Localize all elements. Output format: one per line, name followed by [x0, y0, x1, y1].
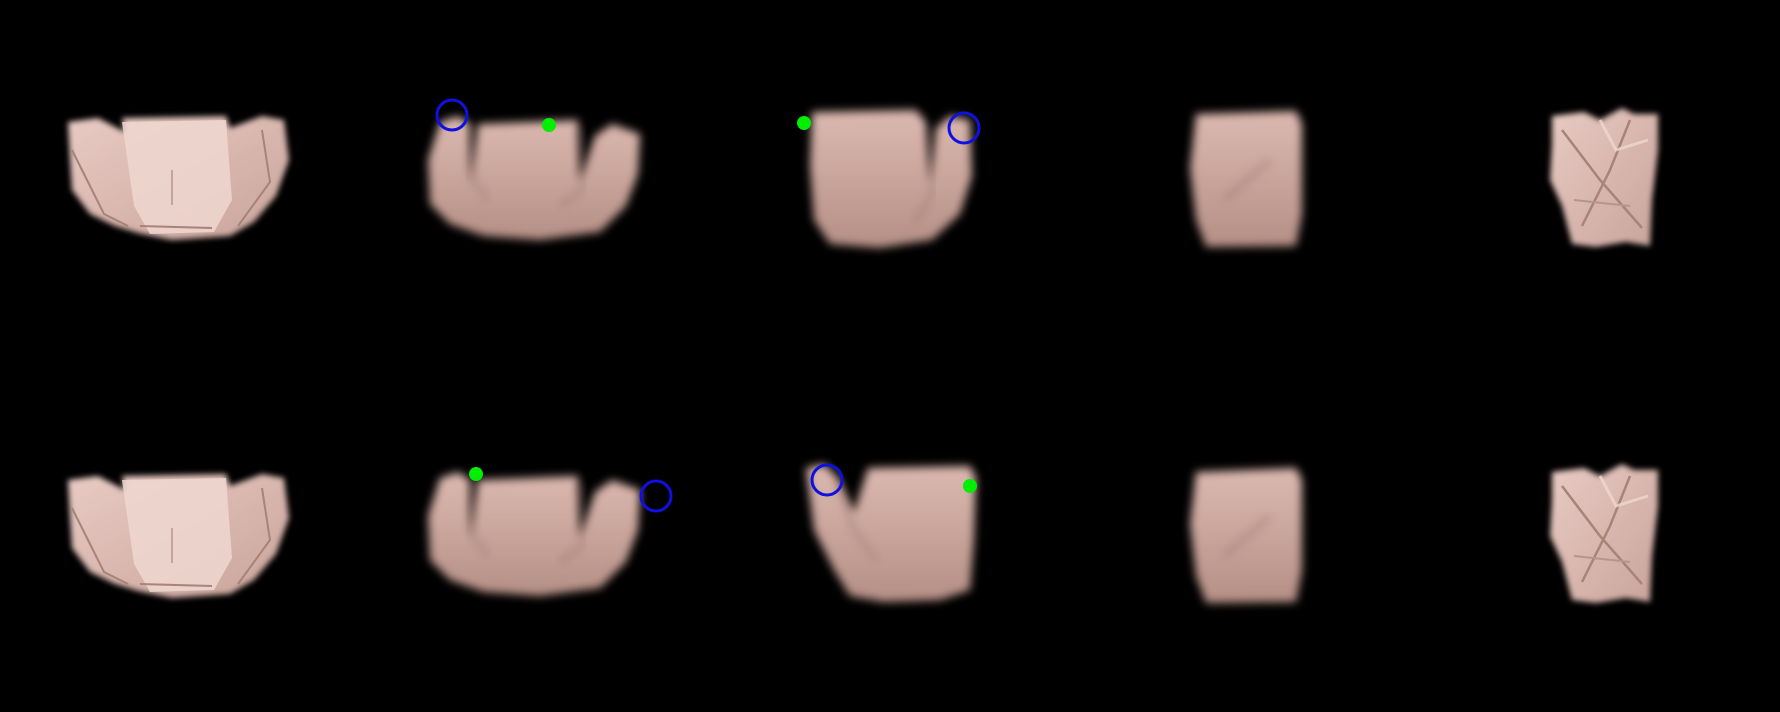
row-1-frame-3-half-folded	[797, 110, 981, 248]
pick-marker	[963, 479, 977, 493]
pick-marker	[542, 118, 556, 132]
row-2	[68, 463, 1658, 603]
row-1-frame-5-folded-crumpled	[1550, 108, 1658, 247]
row-2-frame-4-folded-square	[1190, 468, 1302, 603]
row-2-frame-3-half-folded	[806, 463, 977, 602]
row-1	[68, 98, 1658, 248]
row-1-frame-1-shirt-flat	[68, 116, 289, 240]
row-2-frame-2-shirt-sleeves-raised	[428, 467, 673, 596]
row-1-frame-4-folded-square	[1190, 111, 1302, 247]
place-marker	[639, 479, 673, 513]
place-marker	[810, 463, 844, 497]
pick-marker	[797, 116, 811, 130]
pick-marker	[469, 467, 483, 481]
place-marker	[947, 111, 981, 145]
place-marker	[435, 98, 469, 132]
row-1-frame-2-shirt-sleeves-raised	[428, 98, 640, 240]
row-2-frame-1-shirt-flat	[68, 474, 289, 598]
row-2-frame-5-folded-crumpled	[1550, 464, 1658, 603]
